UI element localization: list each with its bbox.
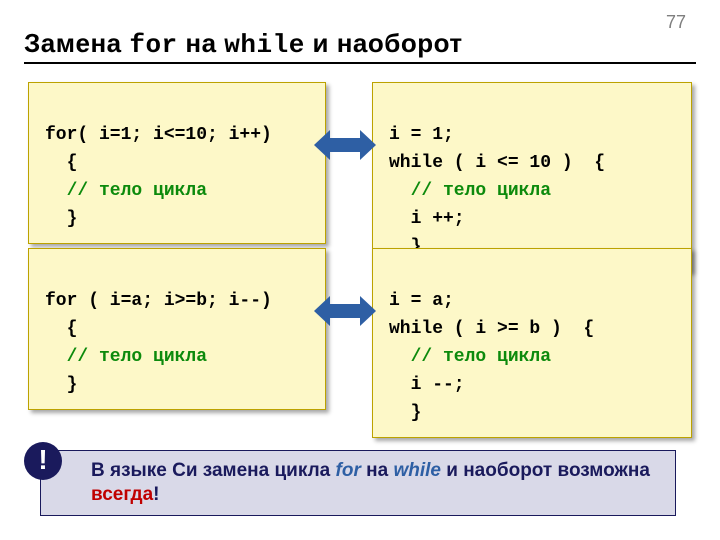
callout-text: В языке Си замена цикла bbox=[91, 460, 336, 481]
code-line: while ( i >= b ) { bbox=[389, 319, 594, 339]
code-line: { bbox=[45, 319, 77, 339]
callout-text: ! bbox=[153, 484, 159, 505]
code-line: } bbox=[45, 375, 77, 395]
code-line: while ( i <= 10 ) { bbox=[389, 153, 605, 173]
callout-for: for bbox=[336, 460, 361, 481]
title-text-1: Замена bbox=[24, 28, 129, 58]
code-for-1: for( i=1; i<=10; i++) { // тело цикла } bbox=[28, 82, 326, 244]
title-underline bbox=[24, 62, 696, 64]
code-comment: // тело цикла bbox=[45, 181, 207, 201]
callout-text: на bbox=[361, 460, 394, 481]
code-comment: // тело цикла bbox=[45, 347, 207, 367]
title-text-2: на bbox=[178, 28, 225, 58]
code-line: i --; bbox=[389, 375, 465, 395]
bidirectional-arrow-icon bbox=[314, 296, 376, 326]
code-comment: // тело цикла bbox=[389, 347, 551, 367]
code-while-2: i = a; while ( i >= b ) { // тело цикла … bbox=[372, 248, 692, 438]
code-line: i ++; bbox=[389, 209, 465, 229]
code-line: i = 1; bbox=[389, 125, 454, 145]
callout-text: и наоборот возможна bbox=[441, 460, 650, 481]
info-callout: В языке Си замена цикла for на while и н… bbox=[40, 450, 676, 516]
code-line: for ( i=a; i>=b; i--) bbox=[45, 291, 272, 311]
code-while-1: i = 1; while ( i <= 10 ) { // тело цикла… bbox=[372, 82, 692, 272]
title-while: while bbox=[224, 30, 305, 60]
code-line: } bbox=[389, 403, 421, 423]
exclamation-icon: ! bbox=[24, 442, 62, 480]
code-for-2: for ( i=a; i>=b; i--) { // тело цикла } bbox=[28, 248, 326, 410]
code-comment: // тело цикла bbox=[389, 181, 551, 201]
code-line: i = a; bbox=[389, 291, 454, 311]
callout-while: while bbox=[393, 460, 441, 481]
code-line: { bbox=[45, 153, 77, 173]
title-text-3: и наоборот bbox=[305, 28, 463, 58]
code-line: } bbox=[45, 209, 77, 229]
bidirectional-arrow-icon bbox=[314, 130, 376, 160]
slide-title: Замена for на while и наоборот bbox=[24, 28, 463, 60]
callout-always: всегда bbox=[91, 484, 153, 505]
title-for: for bbox=[129, 30, 177, 60]
page-number: 77 bbox=[666, 12, 686, 33]
code-line: for( i=1; i<=10; i++) bbox=[45, 125, 272, 145]
